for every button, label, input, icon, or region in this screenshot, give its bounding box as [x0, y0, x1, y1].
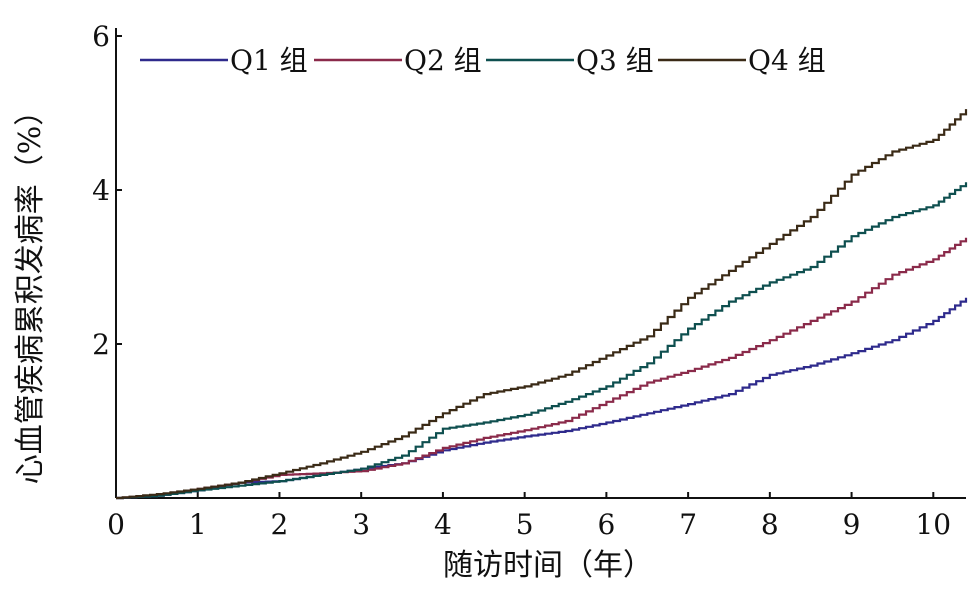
y-tick-label: 2	[92, 328, 110, 361]
x-tick-label: 0	[107, 508, 125, 541]
x-tick-label: 5	[516, 508, 534, 541]
legend-label-q4: Q4 组	[748, 44, 826, 77]
y-axis-title: 心血管疾病累积发病率（%）	[13, 96, 48, 485]
ticks: 0 1 2 3 4 5 6 7 8 9 10 2 4 6	[92, 20, 951, 541]
legend-label-q2: Q2 组	[404, 44, 482, 77]
y-tick-label: 6	[92, 20, 110, 53]
series-layer	[116, 109, 968, 500]
x-tick-label: 10	[915, 508, 951, 541]
x-tick-label: 2	[271, 508, 289, 541]
series-line-q1	[116, 297, 968, 500]
x-tick-label: 8	[761, 508, 779, 541]
series-line-q4	[116, 109, 968, 500]
axes	[115, 28, 966, 499]
x-tick-label: 7	[679, 508, 697, 541]
x-tick-label: 1	[189, 508, 207, 541]
legend-label-q3: Q3 组	[576, 44, 654, 77]
x-tick-label: 3	[352, 508, 370, 541]
series-line-q3	[116, 182, 968, 500]
x-tick-label: 6	[597, 508, 615, 541]
x-tick-label: 4	[434, 508, 452, 541]
series-line-q2	[116, 237, 968, 500]
x-axis-title: 随访时间（年）	[443, 548, 653, 583]
x-tick-label: 9	[843, 508, 861, 541]
legend-label-q1: Q1 组	[230, 44, 308, 77]
legend: Q1 组 Q2 组 Q3 组 Q4 组	[140, 44, 826, 77]
y-tick-label: 4	[92, 174, 110, 207]
